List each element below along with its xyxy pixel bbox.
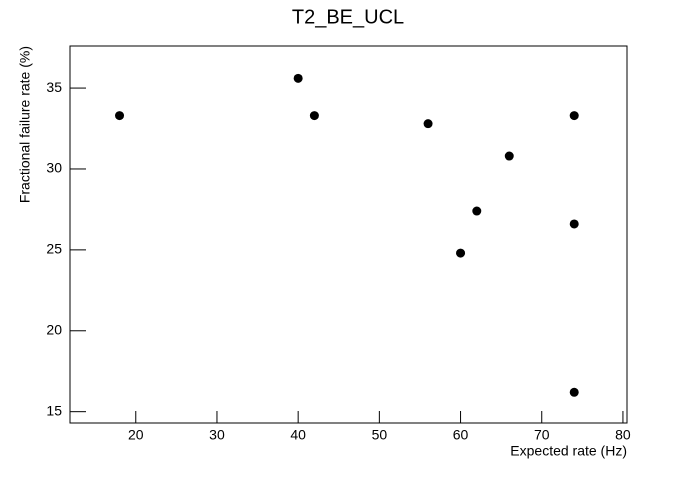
point <box>423 119 433 129</box>
point <box>472 206 482 216</box>
x-tick-label: 80 <box>615 427 631 443</box>
x-tick-label: 30 <box>209 427 225 443</box>
y-tick-label: 20 <box>46 321 62 337</box>
x-tick-label: 40 <box>290 427 306 443</box>
point <box>569 111 579 121</box>
point <box>569 387 579 397</box>
point <box>309 111 319 121</box>
x-tick-label: 70 <box>534 427 550 443</box>
point <box>456 248 466 258</box>
plot-frame <box>69 45 628 424</box>
y-tick-label: 30 <box>46 160 62 176</box>
point <box>293 73 303 83</box>
point <box>504 151 514 161</box>
chart-title: T2_BE_UCL <box>292 6 404 28</box>
y-tick-label: 35 <box>46 79 62 95</box>
point <box>115 111 125 121</box>
y-tick-label: 15 <box>46 402 62 418</box>
y-axis-label: Fractional failure rate (%) <box>17 46 33 203</box>
point <box>569 219 579 229</box>
x-axis-label: Expected rate (Hz) <box>510 443 627 459</box>
x-tick-label: 20 <box>128 427 144 443</box>
x-tick-label: 50 <box>372 427 388 443</box>
x-tick-label: 60 <box>453 427 469 443</box>
y-tick-label: 25 <box>46 241 62 257</box>
